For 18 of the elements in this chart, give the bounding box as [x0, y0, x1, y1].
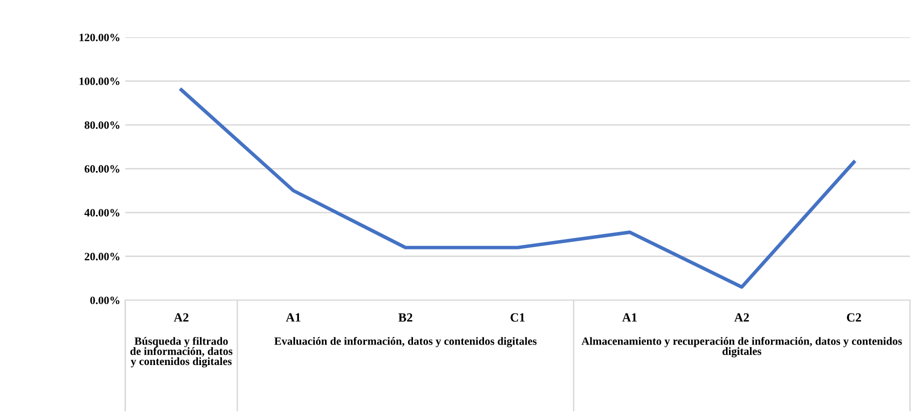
text: Evaluación de información, datos y contenidos digitales — [274, 336, 537, 348]
y-tick-label: 100.00% — [80, 78, 120, 86]
text: Almacenamiento y recuperación de información, datos y contenidos digitales — [582, 336, 902, 358]
x-tick-label: C2 — [846, 313, 861, 322]
y-tick-label: 60.00% — [84, 165, 120, 173]
text: Búsqueda y filtrado de información, datos y contenidos digitales — [130, 336, 232, 368]
x-tick-label: A2 — [734, 313, 749, 322]
y-tick-label: 80.00% — [84, 121, 120, 129]
y-tick-label: 40.00% — [84, 208, 120, 217]
x-tick-label: A1 — [622, 313, 637, 322]
y-tick-label: 0.00% — [90, 296, 120, 304]
y-tick-label: 20.00% — [84, 252, 120, 260]
x-tick-label: B2 — [398, 313, 412, 322]
x-tick-label: A1 — [286, 313, 300, 322]
x-tick-label: C1 — [510, 313, 525, 322]
x-tick-label: A2 — [174, 313, 188, 322]
line-series — [180, 88, 856, 289]
y-tick-label: 120.00% — [80, 34, 120, 42]
